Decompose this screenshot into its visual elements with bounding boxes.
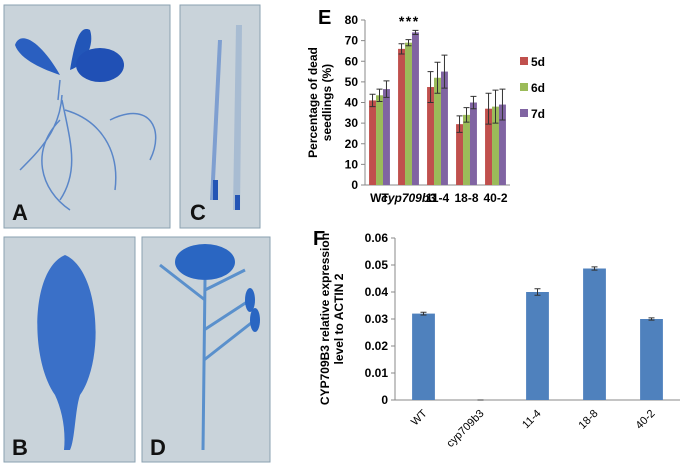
x-tick-label: WT [409, 407, 430, 428]
y-tick-label: 70 [345, 34, 359, 48]
y-tick-label: 60 [345, 54, 359, 68]
error-bar [405, 39, 412, 47]
error-bar [376, 88, 383, 102]
bar [469, 102, 477, 185]
y-tick-label: 0 [381, 393, 388, 407]
y-tick-label: 0.02 [365, 339, 389, 353]
y-tick-label: 0.05 [365, 258, 389, 272]
error-bar [427, 71, 434, 103]
panel-label: E [318, 7, 331, 29]
legend-swatch [520, 83, 528, 91]
bar [583, 268, 606, 400]
photo-a: A [3, 4, 171, 229]
y-tick-label: 20 [345, 137, 359, 151]
bar [456, 124, 464, 185]
y-tick-label: 0.01 [365, 366, 389, 380]
bar [427, 87, 435, 185]
x-tick-label: WT [370, 191, 389, 205]
error-bar [398, 43, 405, 55]
legend-swatch [520, 57, 528, 65]
error-bar [412, 29, 419, 35]
bar [434, 77, 441, 185]
error-bar [441, 54, 448, 89]
bar [498, 104, 506, 185]
error-bar [470, 95, 477, 110]
legend-label: 7d [531, 107, 545, 121]
error-bar [463, 107, 470, 123]
photo-d: D [141, 236, 271, 463]
bar [411, 32, 419, 185]
y-axis-label: Percentage of dead [306, 47, 320, 158]
bar [485, 108, 493, 185]
x-tick-label: 18-8 [454, 191, 478, 205]
bar [463, 114, 470, 185]
y-tick-label: 0 [351, 178, 358, 192]
y-tick-label: 40 [345, 96, 359, 110]
error-bar [591, 266, 598, 271]
bar [369, 100, 377, 185]
panel-label: F [313, 228, 325, 250]
error-bar [492, 89, 499, 124]
y-tick-label: 0.03 [365, 312, 389, 326]
error-bar [420, 311, 427, 316]
y-axis-label: CYP709B3 relative expression [318, 233, 332, 405]
x-tick-label: 11-4 [520, 408, 543, 431]
annotation: * [413, 13, 419, 29]
panel-label: A [12, 200, 28, 225]
error-bar [485, 92, 492, 125]
bar [440, 71, 448, 185]
error-bar [434, 61, 441, 94]
y-tick-label: 0.06 [365, 231, 389, 245]
x-tick-label: 40-2 [483, 191, 507, 205]
bar [405, 42, 412, 185]
y-tick-label: 30 [345, 116, 359, 130]
x-tick-label: 11-4 [426, 191, 450, 205]
error-bar [534, 288, 541, 296]
x-tick-label: cyp709b3 [381, 191, 436, 205]
legend-label: 5d [531, 55, 545, 69]
y-tick-label: 10 [345, 157, 359, 171]
legend-label: 6d [531, 81, 545, 95]
legend-swatch [520, 109, 528, 117]
bar [398, 48, 406, 185]
y-tick-label: 50 [345, 75, 359, 89]
panel-label: C [190, 200, 206, 225]
y-tick-label: 80 [345, 13, 359, 27]
y-tick-label: 0.04 [365, 285, 389, 299]
x-tick-label: 40-2 [634, 408, 658, 432]
bar [640, 319, 663, 400]
panel-label: B [12, 435, 28, 460]
error-bar [456, 115, 463, 133]
error-bar [648, 317, 655, 321]
error-bar [499, 88, 506, 121]
y-axis-label: level to ACTIN 2 [332, 273, 346, 364]
y-axis-label: seedlings (%) [320, 64, 334, 141]
error-bar [369, 93, 376, 108]
annotation: * [399, 13, 405, 29]
bar [492, 106, 499, 185]
annotation: * [406, 13, 412, 29]
photo-c: C [179, 4, 261, 229]
bar [526, 292, 549, 400]
bar [412, 313, 435, 400]
bar [382, 89, 390, 185]
x-tick-label: cyp709b3 [444, 408, 486, 450]
bar [376, 95, 383, 185]
panel-label: D [150, 435, 166, 460]
error-bar [383, 80, 390, 98]
photo-b: B [3, 236, 136, 463]
x-tick-label: 18-8 [577, 408, 601, 432]
